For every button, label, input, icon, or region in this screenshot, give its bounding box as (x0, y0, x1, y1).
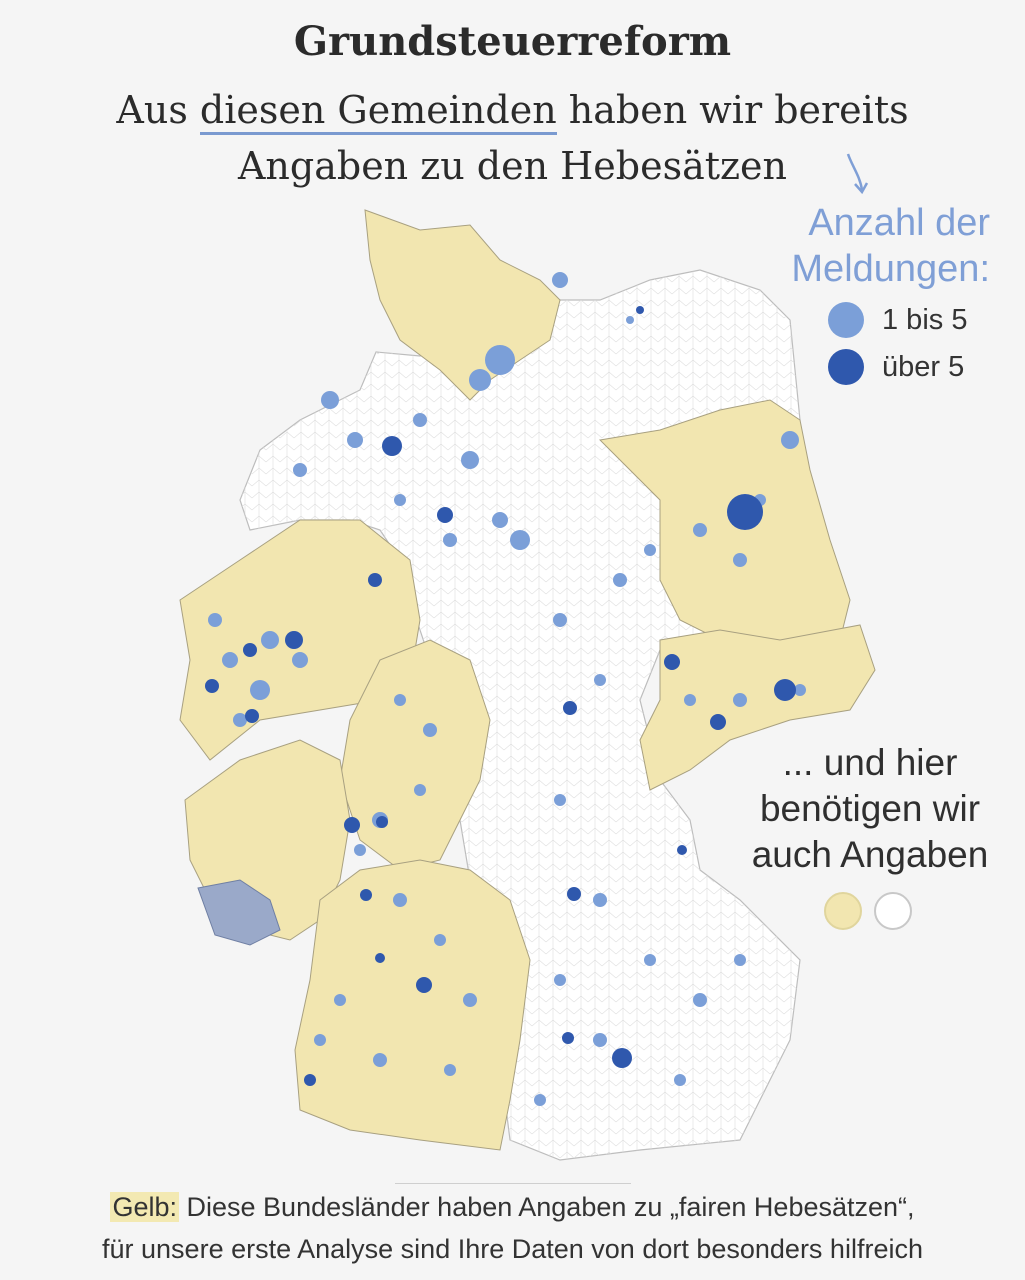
footer-note: Gelb: Diese Bundesländer haben Angaben z… (0, 1186, 1025, 1270)
note-line1: ... und hier (783, 742, 958, 783)
legend-dot-low (828, 302, 864, 338)
footer-line2: für unsere erste Analyse sind Ihre Daten… (102, 1234, 923, 1264)
footer-divider (395, 1183, 631, 1184)
legend-label-high: über 5 (882, 351, 964, 384)
note-text: ... und hier benötigen wir auch Angaben (730, 740, 1010, 878)
legend-dot-high (828, 349, 864, 385)
legend-title-line1: Anzahl der (808, 202, 990, 244)
note-line3: auch Angaben (752, 834, 989, 875)
footer-line1: Diese Bundesländer haben Angaben zu „fai… (179, 1192, 915, 1222)
legend-item-low: 1 bis 5 (828, 300, 967, 340)
legend-item-high: über 5 (828, 347, 964, 387)
note-dots (824, 892, 924, 930)
legend-title-line2: Meldungen: (791, 248, 990, 290)
note-dot-yellow (824, 892, 862, 930)
legend-label-low: 1 bis 5 (882, 304, 967, 337)
footer-gelb: Gelb: (110, 1192, 179, 1222)
note-dot-white (874, 892, 912, 930)
note-line2: benötigen wir (760, 788, 980, 829)
legend-title: Anzahl der Meldungen: (760, 200, 990, 292)
